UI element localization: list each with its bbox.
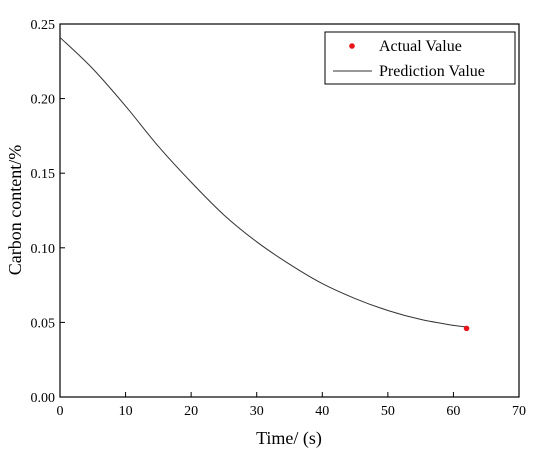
x-tick-label: 50 [381, 404, 395, 419]
data-point-actual [463, 325, 470, 332]
x-tick-label: 40 [315, 404, 329, 419]
x-tick-label: 10 [119, 404, 133, 419]
y-tick-label: 0.15 [31, 167, 56, 182]
x-tick-label: 0 [57, 404, 64, 419]
y-tick-label: 0.10 [31, 242, 56, 257]
y-tick-label: 0.05 [31, 316, 56, 331]
plot-frame [59, 23, 520, 398]
x-tick-label: 60 [446, 404, 460, 419]
legend-label-actual: Actual Value [379, 38, 462, 55]
series-layer [59, 37, 470, 332]
y-tick-label: 0.20 [31, 93, 56, 108]
y-axis-ticks: 0.00 0.05 0.10 0.15 0.20 0.25 [31, 18, 65, 406]
legend-label-prediction: Prediction Value [379, 63, 485, 80]
y-tick-label: 0.00 [31, 391, 56, 406]
x-axis-ticks: 0 10 20 30 40 50 60 70 [57, 392, 526, 419]
legend-box [324, 31, 516, 85]
series-line-prediction [59, 37, 467, 328]
x-tick-label: 20 [184, 404, 198, 419]
x-tick-label: 30 [250, 404, 264, 419]
legend: Actual Value Prediction Value [324, 31, 516, 85]
x-tick-label: 70 [512, 404, 526, 419]
y-tick-label: 0.25 [31, 18, 56, 33]
y-axis-title: Carbon content/% [5, 145, 25, 275]
legend-marker-actual [349, 43, 355, 49]
x-axis-title: Time/ (s) [256, 428, 322, 449]
